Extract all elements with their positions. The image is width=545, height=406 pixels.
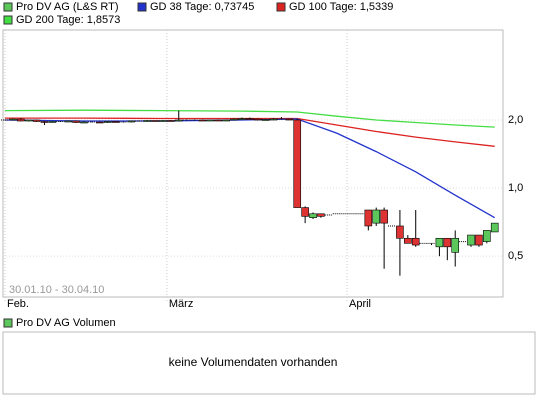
candle-body bbox=[246, 118, 254, 120]
candle-body bbox=[372, 209, 381, 224]
candle-body bbox=[238, 118, 246, 120]
candle-body bbox=[72, 120, 80, 123]
legend-swatch bbox=[137, 2, 147, 12]
candle-body bbox=[364, 209, 373, 227]
volume-legend-swatch bbox=[3, 318, 13, 328]
candle-body bbox=[206, 119, 215, 122]
candle-body bbox=[317, 213, 325, 217]
candle-body bbox=[16, 118, 25, 122]
legend-swatch bbox=[276, 2, 286, 12]
plot-frame bbox=[2, 29, 504, 298]
candle-body bbox=[285, 118, 294, 121]
candle-body bbox=[435, 237, 444, 248]
candle-body bbox=[174, 119, 183, 122]
candle-body bbox=[111, 121, 120, 123]
candle-body bbox=[198, 119, 207, 122]
candle-body bbox=[475, 234, 483, 246]
candle-body bbox=[483, 230, 491, 242]
candle-body bbox=[143, 120, 151, 122]
candle-body bbox=[404, 237, 412, 244]
candle-body bbox=[411, 237, 420, 246]
legend-label: GD 38 Tage: 0,73745 bbox=[150, 1, 254, 13]
legend-swatch bbox=[3, 15, 13, 25]
candle-body bbox=[380, 209, 388, 224]
candle-body bbox=[443, 237, 452, 248]
volume-legend: Pro DV AG Volumen bbox=[16, 317, 116, 329]
candle-body bbox=[230, 118, 238, 121]
candle-body bbox=[261, 119, 270, 121]
moving-average-line bbox=[4, 118, 496, 219]
candle-body bbox=[9, 118, 17, 121]
y-tick-label: 0,5 bbox=[508, 250, 523, 262]
moving-average-line bbox=[5, 117, 495, 147]
legend-swatch bbox=[3, 2, 13, 12]
x-tick-label: März bbox=[169, 298, 193, 310]
volume-message: keine Volumendaten vorhanden bbox=[169, 355, 338, 369]
candle-body bbox=[293, 119, 302, 208]
candle-body bbox=[24, 119, 33, 122]
candle-body bbox=[253, 118, 262, 121]
candle-body bbox=[48, 121, 57, 123]
candle-body bbox=[396, 225, 404, 239]
candle-body bbox=[103, 121, 112, 123]
candle-body bbox=[301, 207, 309, 217]
candle-body bbox=[451, 237, 460, 253]
legend-label: GD 200 Tage: 1,8573 bbox=[16, 14, 120, 26]
candle-body bbox=[222, 119, 230, 122]
volume-frame bbox=[2, 331, 536, 395]
candle-body bbox=[80, 121, 88, 124]
candle-body bbox=[151, 120, 159, 122]
legend-label: Pro DV AG (L&S RT) bbox=[16, 1, 119, 13]
candle-body bbox=[159, 120, 167, 122]
moving-average-line bbox=[4, 109, 495, 128]
y-tick-label: 2,0 bbox=[508, 114, 523, 126]
date-range: 30.01.10 - 30.04.10 bbox=[9, 284, 104, 296]
candle-body bbox=[269, 118, 278, 121]
candle-body bbox=[32, 119, 41, 122]
candle-body bbox=[467, 234, 475, 246]
candle-body bbox=[309, 213, 317, 218]
candle-body bbox=[127, 120, 136, 123]
x-tick-label: Feb. bbox=[7, 298, 29, 310]
candle-body bbox=[214, 119, 223, 122]
x-tick-label: April bbox=[349, 298, 371, 310]
candle-body bbox=[167, 120, 175, 122]
y-tick-label: 1,0 bbox=[508, 182, 523, 194]
candle-body bbox=[40, 121, 49, 123]
candle-body bbox=[95, 121, 104, 124]
candle-body bbox=[490, 222, 499, 233]
candle-body bbox=[64, 120, 72, 123]
legend-label: GD 100 Tage: 1,5339 bbox=[289, 1, 393, 13]
